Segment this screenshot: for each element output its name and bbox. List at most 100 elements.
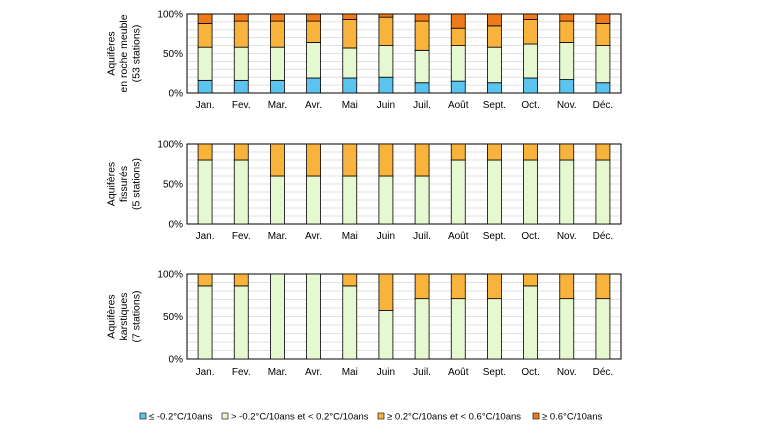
- y-tick-label: 100%: [157, 10, 183, 21]
- x-tick-label: Déc.: [593, 100, 614, 111]
- x-tick-label: Nov.: [557, 231, 577, 242]
- x-tick-label: Mai: [342, 231, 358, 242]
- x-tick-label: Fev.: [232, 231, 251, 242]
- bar-segment: [270, 13, 285, 22]
- y-tick-label: 100%: [157, 140, 183, 151]
- bar-segment: [450, 143, 466, 161]
- bar-segment: [233, 159, 249, 225]
- bar-segment: [487, 13, 502, 27]
- x-tick-label: Oct.: [521, 367, 539, 378]
- bar-segment: [414, 13, 430, 22]
- x-tick-label: Nov.: [557, 367, 577, 378]
- x-tick-label: Sept.: [483, 367, 506, 378]
- y-tick-label: 50%: [163, 312, 183, 323]
- bar-segment: [306, 13, 321, 22]
- bar-segment: [270, 143, 285, 177]
- bar-segment: [559, 273, 575, 300]
- y-axis-label: fissurés: [118, 166, 130, 202]
- bar-segment: [342, 47, 358, 79]
- bar-segment: [595, 143, 611, 161]
- bar-segment: [559, 13, 575, 22]
- bar-segment: [450, 45, 466, 82]
- x-tick-label: Jan.: [196, 231, 215, 242]
- bar-segment: [270, 175, 285, 225]
- x-tick-label: Déc.: [593, 367, 614, 378]
- bar-segment: [378, 76, 394, 94]
- bar-segment: [378, 143, 394, 177]
- bar-segment: [414, 49, 430, 84]
- bar-segment: [197, 13, 213, 24]
- bar-segment: [414, 175, 430, 225]
- bar-segment: [342, 143, 358, 177]
- plot-frame: [186, 13, 622, 94]
- y-tick-label: 0%: [169, 89, 184, 100]
- bar-segment: [487, 298, 502, 360]
- bar-segment: [450, 273, 466, 300]
- bar-segment: [450, 80, 466, 94]
- legend-label: ≥ 0.2°C/10ans et < 0.6°C/10ans: [387, 412, 521, 423]
- bar-segment: [523, 159, 538, 225]
- bar-segment: [559, 79, 575, 94]
- bar-segment: [342, 175, 358, 225]
- bar-segment: [342, 285, 358, 360]
- x-tick-label: Juil.: [413, 231, 431, 242]
- legend-swatch: [377, 412, 385, 420]
- bar-segment: [378, 310, 394, 360]
- bar-segment: [414, 82, 430, 94]
- bar-segment: [197, 143, 213, 161]
- plot-frame: [186, 143, 622, 225]
- x-tick-label: Nov.: [557, 100, 577, 111]
- bar-segment: [595, 45, 611, 84]
- x-tick-label: Fev.: [232, 367, 251, 378]
- bar-segment: [233, 143, 249, 161]
- bar-segment: [559, 42, 575, 80]
- bar-segment: [342, 77, 358, 94]
- x-tick-label: Août: [448, 231, 469, 242]
- bar-segment: [197, 285, 213, 360]
- x-tick-label: Sept.: [483, 100, 506, 111]
- x-tick-label: Avr.: [305, 367, 322, 378]
- bar-segment: [450, 27, 466, 46]
- legend-label: ≤ -0.2°C/10ans: [149, 412, 213, 423]
- bar-segment: [378, 273, 394, 311]
- y-axis-label: en roche meuble: [118, 14, 130, 92]
- x-tick-label: Mai: [342, 367, 358, 378]
- x-tick-label: Oct.: [521, 231, 539, 242]
- bar-segment: [523, 77, 538, 94]
- x-tick-label: Août: [448, 100, 469, 111]
- bar-segment: [306, 20, 321, 43]
- bar-segment: [523, 19, 538, 45]
- x-tick-label: Juin: [377, 231, 395, 242]
- bar-segment: [523, 143, 538, 161]
- y-axis-label: Aquifères: [106, 294, 118, 338]
- x-tick-label: Sept.: [483, 231, 506, 242]
- bar-segment: [197, 79, 213, 94]
- legend-label: ≥ 0.6°C/10ans: [542, 412, 602, 423]
- bar-segment: [595, 298, 611, 360]
- y-tick-label: 100%: [157, 270, 183, 281]
- bar-segment: [270, 20, 285, 48]
- x-tick-label: Août: [448, 367, 469, 378]
- bar-segment: [414, 298, 430, 360]
- bar-segment: [450, 159, 466, 225]
- bar-segment: [523, 13, 538, 20]
- bar-segment: [559, 298, 575, 360]
- bar-segment: [270, 46, 285, 81]
- bar-segment: [233, 20, 249, 48]
- bar-segment: [306, 175, 321, 225]
- bar-segment: [487, 46, 502, 84]
- x-tick-label: Déc.: [593, 231, 614, 242]
- y-tick-label: 50%: [163, 49, 183, 60]
- bar-segment: [306, 273, 321, 360]
- legend-swatch: [221, 412, 229, 420]
- bar-segment: [233, 79, 249, 94]
- bar-segment: [487, 143, 502, 161]
- bar-segment: [197, 23, 213, 48]
- x-tick-label: Mar.: [268, 100, 287, 111]
- bar-segment: [342, 13, 358, 20]
- y-axis-label: (7 stations): [131, 291, 143, 343]
- bar-segment: [378, 175, 394, 225]
- legend-swatch: [532, 412, 540, 420]
- bar-segment: [342, 19, 358, 49]
- x-tick-label: Mar.: [268, 367, 287, 378]
